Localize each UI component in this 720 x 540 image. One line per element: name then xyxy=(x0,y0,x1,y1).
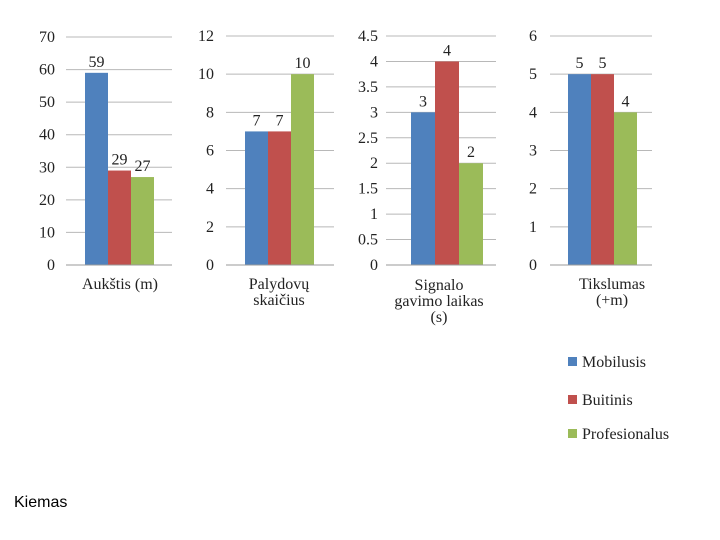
y-tick-label: 60 xyxy=(39,62,55,79)
x-category-label: (+m) xyxy=(596,292,628,309)
y-tick-label: 3 xyxy=(529,143,537,160)
y-tick-label: 6 xyxy=(529,28,537,45)
y-tick-label: 0 xyxy=(370,257,378,274)
y-tick-label: 0.5 xyxy=(358,232,378,249)
data-label: 2 xyxy=(467,144,475,161)
x-category-label: (s) xyxy=(431,309,448,326)
bar-buitinis xyxy=(268,131,291,265)
data-label: 59 xyxy=(89,54,105,71)
data-label: 5 xyxy=(599,55,607,72)
data-label: 7 xyxy=(253,112,261,129)
x-category-label: Tikslumas xyxy=(579,276,645,293)
y-tick-label: 4 xyxy=(206,181,214,198)
y-tick-label: 1 xyxy=(370,206,378,223)
y-tick-label: 2 xyxy=(206,219,214,236)
legend-swatch-buitinis xyxy=(568,395,577,404)
y-tick-label: 6 xyxy=(206,143,214,160)
y-tick-label: 8 xyxy=(206,104,214,121)
x-category-label: Aukštis (m) xyxy=(82,276,158,293)
bar-buitinis xyxy=(591,74,614,266)
y-tick-label: 0 xyxy=(529,257,537,274)
y-tick-label: 10 xyxy=(198,66,214,83)
bar-profesionalus xyxy=(291,74,314,266)
y-tick-label: 4 xyxy=(370,53,378,70)
data-label: 4 xyxy=(443,42,451,59)
y-tick-label: 3.5 xyxy=(358,79,378,96)
y-tick-label: 50 xyxy=(39,94,55,111)
bar-mobilusis xyxy=(568,74,591,266)
data-label: 3 xyxy=(419,93,427,110)
y-tick-label: 30 xyxy=(39,159,55,176)
y-tick-label: 20 xyxy=(39,192,55,209)
data-label: 10 xyxy=(295,55,311,72)
caption-label: Kiemas xyxy=(14,494,68,511)
y-tick-label: 2.5 xyxy=(358,130,378,147)
bar-buitinis xyxy=(435,61,459,265)
data-label: 4 xyxy=(622,93,630,110)
bar-profesionalus xyxy=(614,112,637,265)
y-tick-label: 0 xyxy=(47,257,55,274)
y-tick-label: 1 xyxy=(529,219,537,236)
bar-buitinis xyxy=(108,170,131,265)
y-tick-label: 2 xyxy=(529,181,537,198)
y-tick-label: 40 xyxy=(39,127,55,144)
data-label: 7 xyxy=(276,112,284,129)
legend-label: Profesionalus xyxy=(582,426,669,443)
x-category-label: Palydovų xyxy=(249,276,310,293)
y-tick-label: 10 xyxy=(39,224,55,241)
legend-swatch-mobilusis xyxy=(568,357,577,366)
bar-profesionalus xyxy=(459,163,483,265)
y-tick-label: 0 xyxy=(206,257,214,274)
y-tick-label: 5 xyxy=(529,66,537,83)
bar-mobilusis xyxy=(411,112,435,265)
data-label: 29 xyxy=(112,152,128,169)
legend-label: Mobilusis xyxy=(582,354,646,371)
x-category-label: skaičius xyxy=(253,292,305,309)
legend-swatch-profesionalus xyxy=(568,429,577,438)
x-category-label: gavimo laikas xyxy=(394,293,483,310)
bar-profesionalus xyxy=(131,177,154,265)
y-tick-label: 1.5 xyxy=(358,181,378,198)
y-tick-label: 4.5 xyxy=(358,28,378,45)
y-tick-label: 2 xyxy=(370,155,378,172)
bar-mobilusis xyxy=(85,72,108,265)
y-tick-label: 70 xyxy=(39,29,55,46)
x-category-label: Signalo xyxy=(415,277,464,294)
y-tick-label: 12 xyxy=(198,28,214,45)
y-tick-label: 3 xyxy=(370,104,378,121)
bar-mobilusis xyxy=(245,131,268,265)
data-label: 27 xyxy=(135,158,151,175)
legend-label: Buitinis xyxy=(582,392,633,409)
y-tick-label: 4 xyxy=(529,104,537,121)
data-label: 5 xyxy=(576,55,584,72)
